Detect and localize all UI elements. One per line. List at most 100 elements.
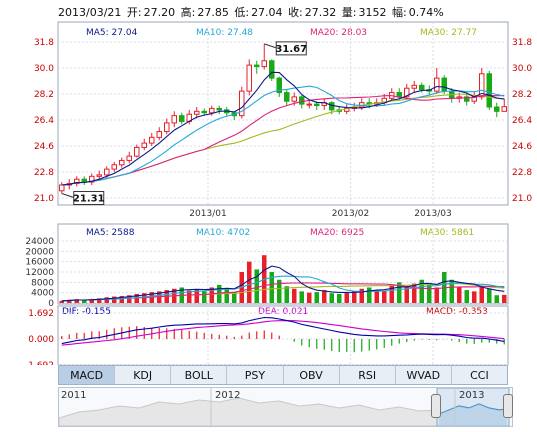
date-label: 2013/02 — [332, 209, 369, 219]
tab-kdj[interactable]: KDJ — [115, 366, 172, 384]
volume-grid — [57, 223, 509, 305]
open-value: 27.20 — [143, 6, 176, 19]
volume-ma-legend: MA5: 2588 MA10: 4702 MA20: 6925 MA30: 58… — [58, 228, 508, 240]
close-value: 27.32 — [304, 6, 337, 19]
ma10-legend: MA10: 27.48 — [196, 28, 254, 38]
tab-rsi[interactable]: RSI — [340, 366, 396, 384]
candle-body — [464, 96, 470, 102]
volume-bar — [277, 279, 282, 303]
volume-bar — [419, 279, 424, 303]
tab-wvad[interactable]: WVAD — [396, 366, 452, 384]
volume-bar — [307, 292, 312, 303]
price-tick-left: 26.4 — [34, 116, 54, 126]
navigator-year-2012: 2012 — [215, 390, 241, 401]
candle-body — [501, 106, 507, 112]
ma5-legend: MA5: 27.04 — [86, 28, 138, 38]
price-tick-left: 30.0 — [34, 64, 54, 74]
navigator-history-area — [59, 397, 438, 426]
volume-tick: 20000 — [25, 247, 54, 257]
open-label: 开: — [126, 6, 142, 19]
ma30-legend: MA30: 27.77 — [420, 28, 478, 38]
price-tick-right: 30.0 — [512, 64, 532, 74]
volume-bar — [367, 287, 372, 303]
candle-body — [149, 136, 155, 144]
volume-bar — [254, 269, 259, 303]
candle-body — [284, 92, 290, 102]
volume-panel-frame — [57, 223, 509, 305]
volume-label: 量: — [341, 6, 357, 19]
volume-bar — [337, 293, 342, 303]
vol-ma20-legend: MA20: 6925 — [310, 228, 365, 238]
candle-body — [134, 146, 140, 157]
min-annotation: 21.31 — [73, 194, 105, 205]
vol-ma10-legend: MA10: 4702 — [196, 228, 251, 238]
macd-tick: 0.000 — [28, 335, 54, 345]
candle-body — [239, 90, 245, 117]
volume-ma5-line — [61, 265, 505, 302]
volume-bar — [119, 296, 124, 303]
volume-bar — [247, 261, 252, 303]
candle-body — [119, 159, 125, 166]
stock-chart: 31.67 21.31 31.8 31.8 30.0 30.0 28.2 28.2 26.4 2… — [25, 21, 532, 365]
navigator-left-handle[interactable] — [431, 394, 441, 418]
time-navigator[interactable]: 2011 2012 2013 — [58, 387, 513, 427]
candle-body — [96, 174, 102, 177]
volume-bar — [134, 293, 139, 303]
volume-bar — [487, 288, 492, 303]
indicator-tabs: MACD KDJ BOLL PSY OBV RSI WVAD CCI — [58, 365, 508, 385]
candle-body — [216, 107, 222, 111]
volume-bar — [322, 290, 327, 303]
candle-body — [441, 77, 447, 92]
dif-line — [61, 316, 505, 345]
change-label: 幅: — [392, 6, 407, 19]
volume-bar — [382, 290, 387, 303]
price-ma-legend: MA5: 27.04 MA10: 27.48 MA20: 28.03 MA30:… — [58, 28, 508, 40]
low-value: 27.04 — [251, 6, 283, 19]
price-tick-right: 26.4 — [512, 116, 532, 126]
candle-body — [171, 115, 177, 124]
candle-body — [209, 107, 215, 114]
tab-obv[interactable]: OBV — [284, 366, 340, 384]
candle-body — [419, 84, 425, 91]
volume-bar — [59, 300, 64, 303]
candle-body — [329, 102, 335, 111]
candle-body — [104, 168, 110, 176]
ma5-line — [61, 71, 505, 186]
candle-body — [254, 64, 260, 68]
quote-date: 2013/03/21 — [58, 6, 122, 19]
navigator-right-handle[interactable] — [503, 394, 513, 418]
navigator-year-2013: 2013 — [459, 390, 485, 401]
navigator-window-area — [439, 404, 507, 426]
price-tick-left: 31.8 — [34, 38, 54, 48]
candle-body — [494, 106, 500, 112]
volume-bar — [194, 289, 199, 303]
macd-legend: DIF: -0.155 DEA: 0.021 MACD: -0.353 — [58, 307, 508, 319]
volume-bar — [104, 297, 109, 303]
macd-histogram — [61, 326, 505, 353]
price-tick-left: 24.6 — [34, 142, 54, 152]
volume-bar — [457, 287, 462, 303]
price-tick-right: 22.8 — [512, 168, 532, 178]
candle-body — [89, 175, 95, 183]
tab-cci[interactable]: CCI — [470, 368, 489, 382]
dif-legend: DIF: -0.155 — [62, 307, 111, 317]
vol-ma30-legend: MA30: 5861 — [420, 228, 475, 238]
candle-body — [179, 115, 185, 122]
volume-bar — [209, 287, 214, 303]
max-annotation-leader — [264, 43, 277, 49]
price-candles — [59, 43, 507, 194]
candle-body — [59, 184, 65, 192]
candle-body — [396, 92, 402, 98]
ma30-line — [61, 93, 505, 186]
volume-bar — [359, 288, 364, 303]
macd-value-legend: MACD: -0.353 — [426, 307, 488, 317]
tab-psy[interactable]: PSY — [227, 366, 284, 384]
volume-tick: 16000 — [25, 258, 54, 268]
volume-bar — [434, 287, 439, 303]
volume-bar — [67, 299, 72, 303]
quote-info-bar: 2013/03/21 开: 27.20 高: 27.85 低: 27.04 收: 27.… — [58, 4, 446, 20]
tab-macd[interactable]: MACD — [59, 366, 116, 384]
volume-tick: 8000 — [31, 278, 54, 288]
tab-boll[interactable]: BOLL — [171, 366, 228, 384]
volume-bar — [74, 299, 79, 303]
